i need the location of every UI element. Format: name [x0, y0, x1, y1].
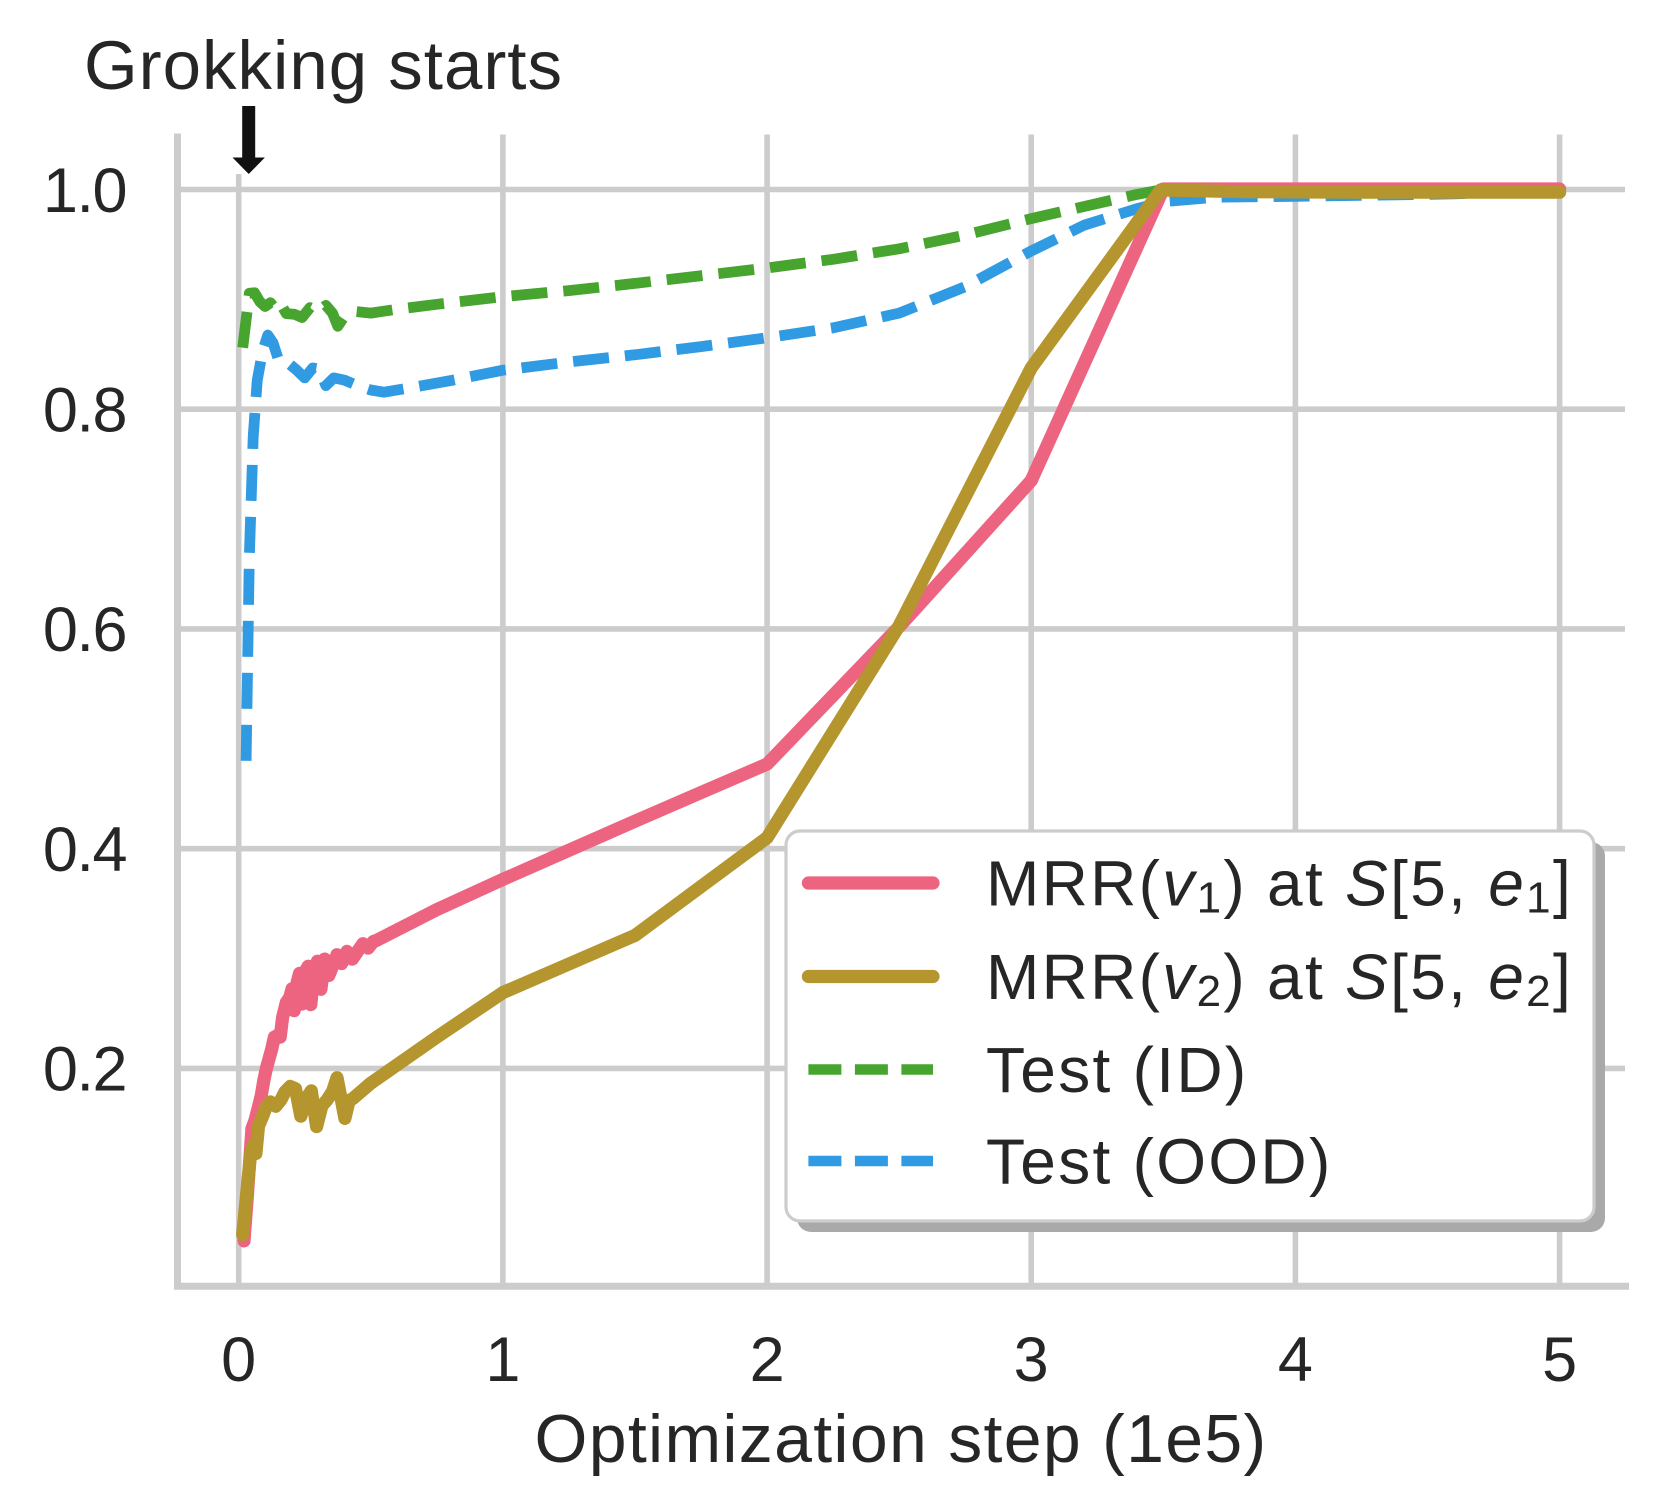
svg-text:0.8: 0.8 — [43, 376, 126, 446]
svg-text:Test (OOD): Test (OOD) — [986, 1126, 1333, 1198]
svg-text:0.4: 0.4 — [43, 815, 127, 885]
svg-text:MRR(v1​) at S[5, e1​]: MRR(v1​) at S[5, e1​] — [986, 848, 1573, 923]
svg-text:5: 5 — [1542, 1325, 1577, 1395]
svg-text:4: 4 — [1278, 1325, 1313, 1395]
svg-text:3: 3 — [1014, 1325, 1049, 1395]
svg-text:0.6: 0.6 — [43, 595, 126, 665]
svg-text:Test (ID): Test (ID) — [986, 1034, 1248, 1106]
svg-text:Optimization step (1e5): Optimization step (1e5) — [535, 1401, 1268, 1477]
svg-text:1.0: 1.0 — [43, 156, 126, 226]
svg-text:1: 1 — [485, 1325, 520, 1395]
svg-text:0: 0 — [221, 1325, 256, 1395]
svg-text:MRR(v2​) at S[5, e2​]: MRR(v2​) at S[5, e2​] — [986, 941, 1573, 1016]
svg-text:2: 2 — [750, 1325, 785, 1395]
svg-text:0.2: 0.2 — [43, 1035, 126, 1105]
svg-text:Grokking starts: Grokking starts — [84, 27, 563, 104]
